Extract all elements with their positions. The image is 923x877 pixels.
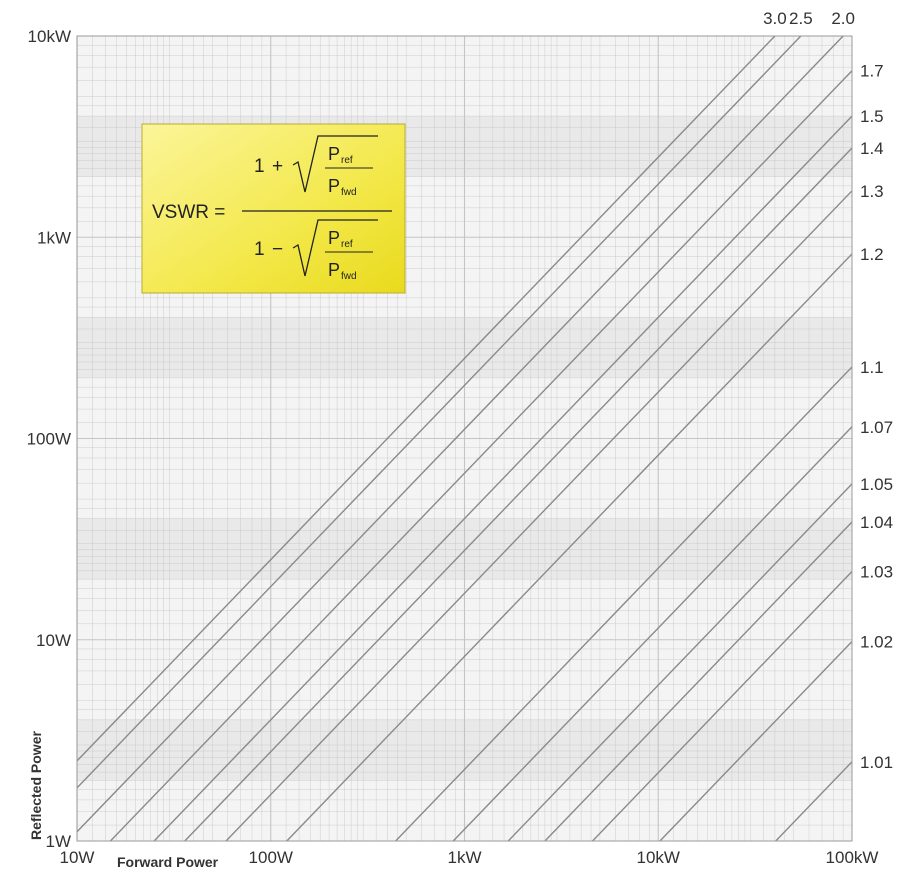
vswr-lines <box>76 35 853 842</box>
formula-num-pref: P <box>328 144 340 164</box>
plot-frame <box>76 35 853 842</box>
vswr-line-2-5 <box>76 35 802 789</box>
vswr-line-1-1 <box>395 366 853 842</box>
vswr-label: 1.01 <box>860 753 893 772</box>
vswr-label: 1.02 <box>860 632 893 651</box>
formula-den-minus: − <box>272 239 283 260</box>
formula-num-sqrt <box>292 135 378 193</box>
vswr-line-3-0 <box>76 35 776 762</box>
x-tick-label: 10kW <box>637 848 680 867</box>
x-tick-label: 100W <box>249 848 293 867</box>
vswr-labels: 1.01 1.02 1.03 1.04 1.05 1.07 1.1 1.2 1.3 1.4 1.5 1… <box>763 9 893 772</box>
formula-den-pref-sub: ref <box>341 239 353 250</box>
vswr-line-2-0 <box>76 35 844 833</box>
formula-num-pref-sub: ref <box>341 155 353 166</box>
vswr-label: 1.07 <box>860 418 893 437</box>
vswr-label: 1.05 <box>860 475 893 494</box>
formula-num-one: 1 <box>254 156 265 177</box>
vswr-line-1-2 <box>286 253 853 842</box>
formula-num-pfwd: P <box>328 176 340 196</box>
vswr-label: 1.7 <box>860 62 884 81</box>
vswr-line-1-02 <box>659 641 853 842</box>
x-tick-label: 1kW <box>448 848 482 867</box>
formula-num-pfwd-sub: fwd <box>341 187 357 198</box>
formula-den-pref: P <box>328 228 340 248</box>
vswr-line-1-7 <box>109 70 853 842</box>
vswr-label: 1.2 <box>860 245 884 264</box>
y-tick-label: 10W <box>36 631 71 650</box>
y-tick-labels: 1W 10W 100W 1kW 10kW <box>27 27 71 851</box>
vswr-label: 1.3 <box>860 182 884 201</box>
formula-den-pfwd: P <box>328 260 340 280</box>
y-tick-label: 100W <box>27 430 71 449</box>
vswr-label: 3.0 <box>763 9 787 28</box>
formula-den-sqrt <box>292 219 378 277</box>
vswr-label: 1.4 <box>860 139 884 158</box>
vswr-line-1-01 <box>775 761 853 842</box>
y-axis-title: Reflected Power <box>28 731 44 840</box>
vswr-label: 1.5 <box>860 107 884 126</box>
vswr-label: 2.0 <box>831 9 855 28</box>
vswr-line-1-4 <box>184 147 853 842</box>
y-tick-label: 10kW <box>28 27 71 46</box>
x-tick-label: 10W <box>60 848 95 867</box>
vswr-line-1-3 <box>225 190 853 842</box>
formula-num-plus: + <box>272 156 283 177</box>
vswr-line-1-04 <box>544 521 853 842</box>
vswr-label: 1.03 <box>860 562 893 581</box>
vswr-line-1-07 <box>452 426 853 842</box>
vswr-label: 2.5 <box>789 9 813 28</box>
vswr-label: 1.04 <box>860 513 893 532</box>
vswr-line-1-03 <box>592 570 853 842</box>
formula-den-pfwd-sub: fwd <box>341 271 357 282</box>
vswr-label: 1.1 <box>860 358 884 377</box>
formula-lhs: VSWR = <box>152 202 225 223</box>
y-tick-label: 1W <box>46 832 72 851</box>
vswr-line-1-5 <box>153 115 853 842</box>
vswr-line-1-05 <box>507 483 853 842</box>
x-tick-label: 100kW <box>826 848 879 867</box>
x-tick-labels: 10W 100W 1kW 10kW 100kW <box>60 848 879 867</box>
formula-den-one: 1 <box>254 239 265 260</box>
x-axis-title: Forward Power <box>117 854 219 870</box>
formula-background <box>141 123 406 294</box>
y-tick-label: 1kW <box>37 228 71 247</box>
vswr-formula-box: VSWR = 1 + P ref P fwd 1 − P ref P fwd <box>141 123 406 294</box>
